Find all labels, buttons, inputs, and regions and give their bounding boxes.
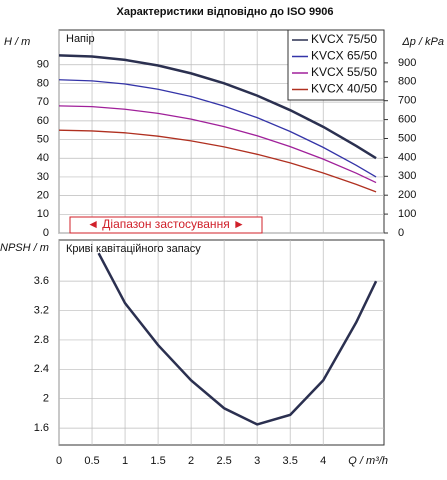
y-tick-label: 2 bbox=[43, 393, 49, 405]
y2-tick-label: 100 bbox=[398, 208, 416, 220]
y2-tick-label: 800 bbox=[398, 76, 416, 88]
y-tick-label: 3.2 bbox=[34, 304, 49, 316]
y-tick-label: 20 bbox=[37, 190, 49, 202]
x-tick-label: 2 bbox=[188, 455, 194, 467]
y-tick-label: 30 bbox=[37, 171, 49, 183]
y2-tick-label: 900 bbox=[398, 57, 416, 69]
line-series bbox=[97, 252, 378, 426]
x-axis-label: Q / m³/h bbox=[348, 455, 388, 467]
line-series bbox=[58, 105, 377, 184]
y2-axis-label: Δp / kPa bbox=[401, 36, 444, 48]
x-tick-label: 0 bbox=[56, 455, 62, 467]
x-tick-label: 2.5 bbox=[216, 455, 231, 467]
y2-tick-label: 600 bbox=[398, 113, 416, 125]
y-tick-label: 70 bbox=[37, 96, 49, 108]
annotation: Напір bbox=[66, 33, 95, 45]
chart-title: Характеристики відповідно до ISO 9906 bbox=[117, 6, 334, 18]
annotation: Криві кавітаційного запасу bbox=[66, 243, 201, 255]
y-tick-label: 3.6 bbox=[34, 275, 49, 287]
y2-tick-label: 300 bbox=[398, 170, 416, 182]
y-tick-label: 10 bbox=[37, 208, 49, 220]
range-box bbox=[69, 216, 263, 234]
y-tick-label: 0 bbox=[43, 227, 49, 239]
x-tick-label: 4 bbox=[320, 455, 326, 467]
x-tick-label: 1 bbox=[122, 455, 128, 467]
y2-tick-label: 500 bbox=[398, 132, 416, 144]
x-tick-label: 1.5 bbox=[150, 455, 165, 467]
y-tick-label: 80 bbox=[37, 77, 49, 89]
line-series bbox=[58, 54, 377, 160]
legend-label: KVCX 40/50 bbox=[311, 82, 377, 96]
y-tick-label: 60 bbox=[37, 115, 49, 127]
x-tick-label: 3 bbox=[254, 455, 260, 467]
plot-area bbox=[58, 239, 385, 446]
legend-label: KVCX 65/50 bbox=[311, 49, 377, 63]
line-series bbox=[58, 129, 377, 193]
y-axis-label: H / m bbox=[4, 36, 30, 48]
y-tick-label: 2.8 bbox=[34, 334, 49, 346]
annotation: ◄ Діапазон застосування ► bbox=[87, 217, 245, 231]
y2-tick-label: 200 bbox=[398, 189, 416, 201]
y2-tick-label: 700 bbox=[398, 95, 416, 107]
line-series bbox=[58, 79, 377, 178]
x-tick-label: 0.5 bbox=[84, 455, 99, 467]
legend-box bbox=[287, 29, 385, 101]
x-tick-label: 3.5 bbox=[283, 455, 298, 467]
y-tick-label: 90 bbox=[37, 59, 49, 71]
y2-tick-label: 400 bbox=[398, 151, 416, 163]
y-tick-label: 2.4 bbox=[34, 363, 49, 375]
legend-label: KVCX 75/50 bbox=[311, 32, 377, 46]
y-tick-label: 1.6 bbox=[34, 422, 49, 434]
legend-label: KVCX 55/50 bbox=[311, 65, 377, 79]
y2-tick-label: 0 bbox=[398, 227, 404, 239]
y-tick-label: 50 bbox=[37, 133, 49, 145]
y-tick-label: 40 bbox=[37, 152, 49, 164]
y-axis-label: NPSH / m bbox=[0, 242, 49, 254]
